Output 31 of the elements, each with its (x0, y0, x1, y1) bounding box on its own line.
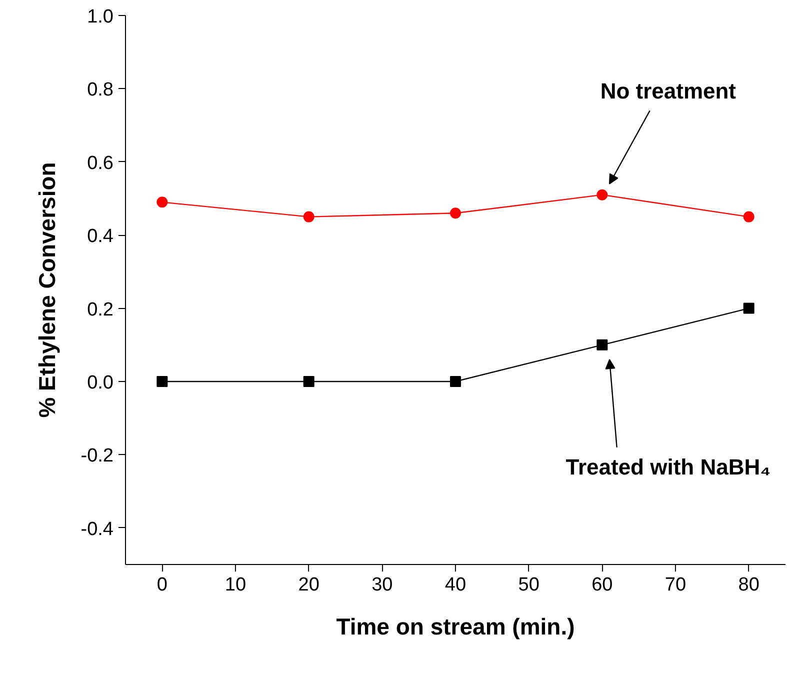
x-tick-label: 30 (372, 574, 393, 596)
y-tick-label: 0.2 (87, 299, 114, 320)
point (303, 211, 314, 222)
x-axis-title: Time on stream (min.) (336, 614, 575, 640)
x-tick-label: 0 (156, 574, 168, 596)
y-axis-title: % Ethylene Conversion (34, 162, 60, 418)
x-tick-label: 50 (518, 574, 540, 596)
point (596, 339, 608, 350)
point (303, 376, 314, 387)
y-tick-label: -0.2 (80, 446, 114, 467)
x-tick-label: 40 (444, 574, 466, 596)
text: No treatment (600, 78, 737, 104)
x-tick-label: 20 (298, 574, 320, 596)
y-tick-label: 0.0 (87, 372, 114, 394)
point (156, 196, 168, 208)
x-tick-label: 10 (224, 574, 246, 596)
point (743, 211, 754, 222)
y-tick-label: 0.8 (87, 80, 114, 101)
point (596, 189, 608, 200)
y-tick-label: 1.0 (87, 6, 114, 28)
y-tick-label: 0.6 (87, 152, 114, 174)
y-tick-label: 0.4 (87, 226, 114, 248)
point (450, 208, 461, 219)
point (743, 302, 754, 314)
x-tick-label: 80 (738, 574, 760, 596)
x-tick-label: 70 (664, 574, 686, 596)
x-tick-label: 60 (592, 574, 613, 596)
point (156, 376, 168, 387)
point (450, 376, 461, 387)
text: Treated with NaBH₄ (566, 454, 771, 480)
y-tick-label: -0.4 (80, 518, 114, 540)
